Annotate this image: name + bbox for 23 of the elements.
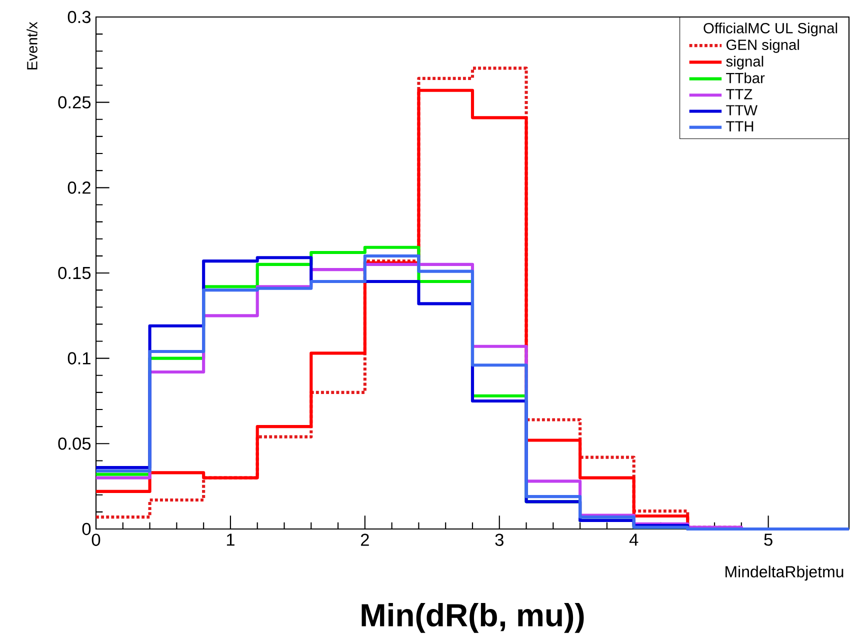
text: Min(dR(b, mu)) — [362, 603, 584, 633]
y-tick-label: 0.25 — [58, 96, 91, 108]
legend-label: TTbar — [726, 72, 765, 84]
y-axis-title: Event/x — [26, 22, 38, 70]
y-tick-label: 0.15 — [58, 266, 91, 280]
legend-label: signal — [726, 56, 764, 70]
x-tick-label: 2 — [360, 534, 369, 546]
legend-label: TTZ — [726, 89, 752, 100]
legend-label: GEN signal — [726, 39, 799, 53]
x-tick-label: 4 — [629, 534, 638, 546]
x-tick-label: 3 — [495, 534, 504, 546]
y-tick-label: 0.05 — [58, 438, 91, 450]
y-tick-label: 0 — [82, 522, 91, 536]
x-tick-label: 5 — [764, 534, 772, 546]
legend-title: OfficialMC UL Signal — [704, 22, 838, 36]
y-tick-label: 0.2 — [68, 182, 90, 194]
legend-label: TTH — [726, 121, 754, 132]
x-tick-label: 0 — [92, 534, 100, 546]
legend-label: TTW — [726, 105, 758, 116]
y-tick-label: 0.1 — [68, 352, 90, 364]
x-tick-label: 1 — [226, 534, 234, 546]
x-axis-title: MindeltaRbjetmu — [726, 566, 844, 581]
y-tick-label: 0.3 — [68, 10, 91, 24]
